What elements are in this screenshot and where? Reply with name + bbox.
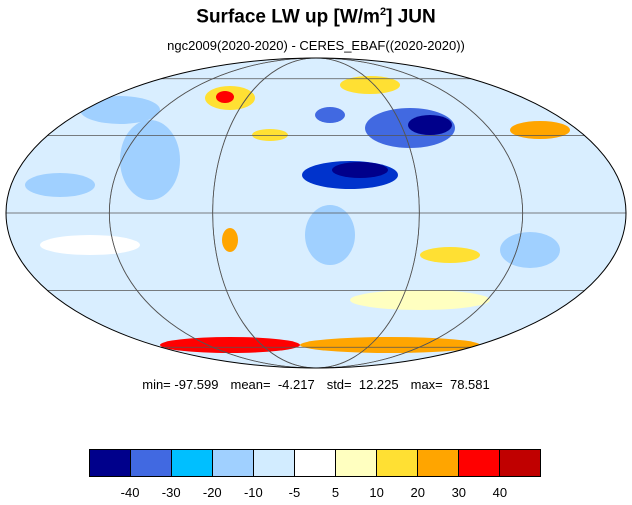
colorbar-tick-label: -30: [161, 485, 181, 500]
colorbar-tick-label: 20: [410, 485, 425, 500]
stat-max: max= 78.581: [410, 377, 490, 392]
colorbar-box: [172, 450, 213, 476]
anomaly-patch: [300, 337, 480, 353]
anomaly-patch: [160, 337, 300, 353]
anomaly-patch: [252, 129, 288, 141]
colorbar-tick-label: -40: [120, 485, 140, 500]
anomaly-patch: [305, 205, 355, 265]
anomaly-patch: [510, 121, 570, 139]
anomaly-patch: [25, 173, 95, 197]
anomaly-patch: [120, 120, 180, 200]
chart-title: Surface LW up [W/m2] JUN: [0, 6, 632, 28]
world-map: [5, 57, 627, 369]
anomaly-patch: [80, 96, 160, 124]
stat-min: min= -97.599: [142, 377, 219, 392]
colorbar-tick-label: -10: [243, 485, 263, 500]
colorbar-box: [213, 450, 254, 476]
title-suffix: ] JUN: [386, 6, 436, 28]
colorbar-box: [377, 450, 418, 476]
title-text: Surface LW up [W/m: [196, 6, 380, 28]
anomaly-patch: [340, 76, 400, 94]
chart-subtitle: ngc2009(2020-2020) - CERES_EBAF((2020-20…: [167, 38, 465, 53]
anomaly-patch: [222, 228, 238, 252]
anomaly-patch: [350, 290, 490, 310]
colorbar-tick-label: -20: [202, 485, 222, 500]
colorbar-tick-label: -5: [288, 485, 301, 500]
globe-outline: [5, 57, 627, 369]
colorbar-tick-label: 30: [451, 485, 467, 500]
colorbar-box: [418, 450, 459, 476]
colorbar-box: [459, 450, 500, 476]
stat-std: std= 12.225: [326, 377, 399, 392]
stat-mean: mean= -4.217: [230, 377, 315, 392]
title-superscript: 2: [379, 6, 387, 18]
colorbar-tick-label: 5: [331, 485, 340, 500]
colorbar-box: [295, 450, 336, 476]
anomaly-patch: [40, 235, 140, 255]
anomaly-patch: [332, 162, 388, 178]
stats-line: min= -97.599 mean= -4.217 std= 12.225 max= …: [0, 377, 632, 392]
colorbar-tick-label: 40: [492, 485, 508, 500]
colorbar-box: [131, 450, 172, 476]
colorbar-tick-label: 10: [369, 485, 384, 500]
anomaly-patch: [315, 107, 345, 123]
anomaly-patch: [408, 115, 452, 135]
colorbar-box: [336, 450, 377, 476]
colorbar-box: [500, 450, 540, 476]
anomaly-patch: [420, 247, 480, 263]
anomaly-patch: [500, 232, 560, 268]
colorbar-box: [254, 450, 295, 476]
colorbar-box: [90, 450, 131, 476]
anomaly-patch: [216, 91, 234, 103]
colorbar: [89, 449, 541, 477]
